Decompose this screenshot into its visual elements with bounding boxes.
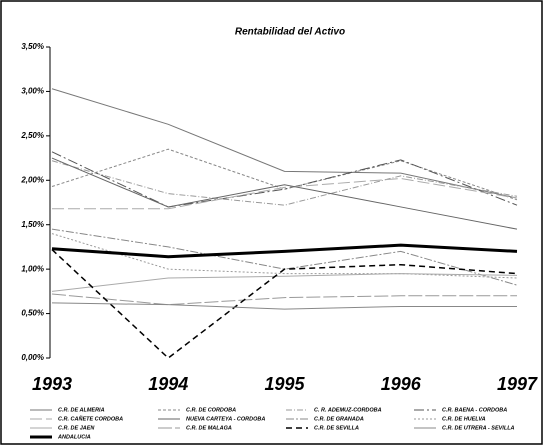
legend-label: C.R. DE MALAGA	[186, 425, 232, 431]
series-line	[51, 148, 518, 201]
series-line	[51, 157, 518, 230]
legend-label: C.R. BAENA - CORDOBA	[442, 407, 507, 413]
y-tick-label: 2,00%	[20, 175, 44, 184]
legend-label: C.R. DE GRANADA	[314, 416, 364, 422]
legend-label: C.R. DE JAEN	[58, 425, 95, 431]
y-tick-label: 2,50%	[20, 131, 44, 140]
y-tick-label: 0,00%	[21, 353, 44, 362]
x-tick-label: 1995	[264, 374, 305, 394]
legend-label: C.R. DE ALMERIA	[58, 407, 105, 413]
legend-label: C.R. DE CORDOBA	[186, 407, 236, 413]
y-tick-label: 1,50%	[21, 220, 44, 229]
y-tick-label: 3,50%	[21, 42, 44, 51]
chart-title: Rentabilidad del Activo	[235, 27, 345, 38]
legend-label: NUEVA CARTEYA - CORDOBA	[186, 416, 265, 422]
legend-label: C.R. CAÑETE CORDOBA	[58, 415, 123, 422]
x-tick-label: 1994	[148, 374, 188, 394]
series-line	[51, 160, 518, 206]
legend-label: C.R. DE HUELVA	[442, 416, 486, 422]
series-line	[51, 293, 517, 306]
y-tick-label: 0,50%	[21, 309, 44, 318]
legend-label: ANDALUCIA	[57, 434, 91, 440]
y-tick-label: 3,00%	[21, 87, 44, 96]
series-line	[51, 243, 518, 259]
series-line	[51, 302, 517, 310]
series-line	[51, 249, 518, 359]
y-tick-label: 1,00%	[21, 264, 44, 273]
legend-label: C.R. DE UTRERA - SEVILLA	[442, 425, 515, 431]
x-tick-label: 1997	[497, 374, 538, 394]
series-line	[51, 88, 518, 199]
x-tick-label: 1993	[32, 374, 72, 394]
legend-label: C.R. DE SEVILLA	[314, 425, 359, 431]
series-line	[51, 151, 518, 208]
legend-label: C. R. ADEMUZ-CORDOBA	[314, 407, 382, 413]
x-tick-label: 1996	[381, 374, 422, 394]
series-line	[52, 178, 518, 210]
series-line	[51, 233, 518, 279]
series-line	[51, 273, 518, 292]
